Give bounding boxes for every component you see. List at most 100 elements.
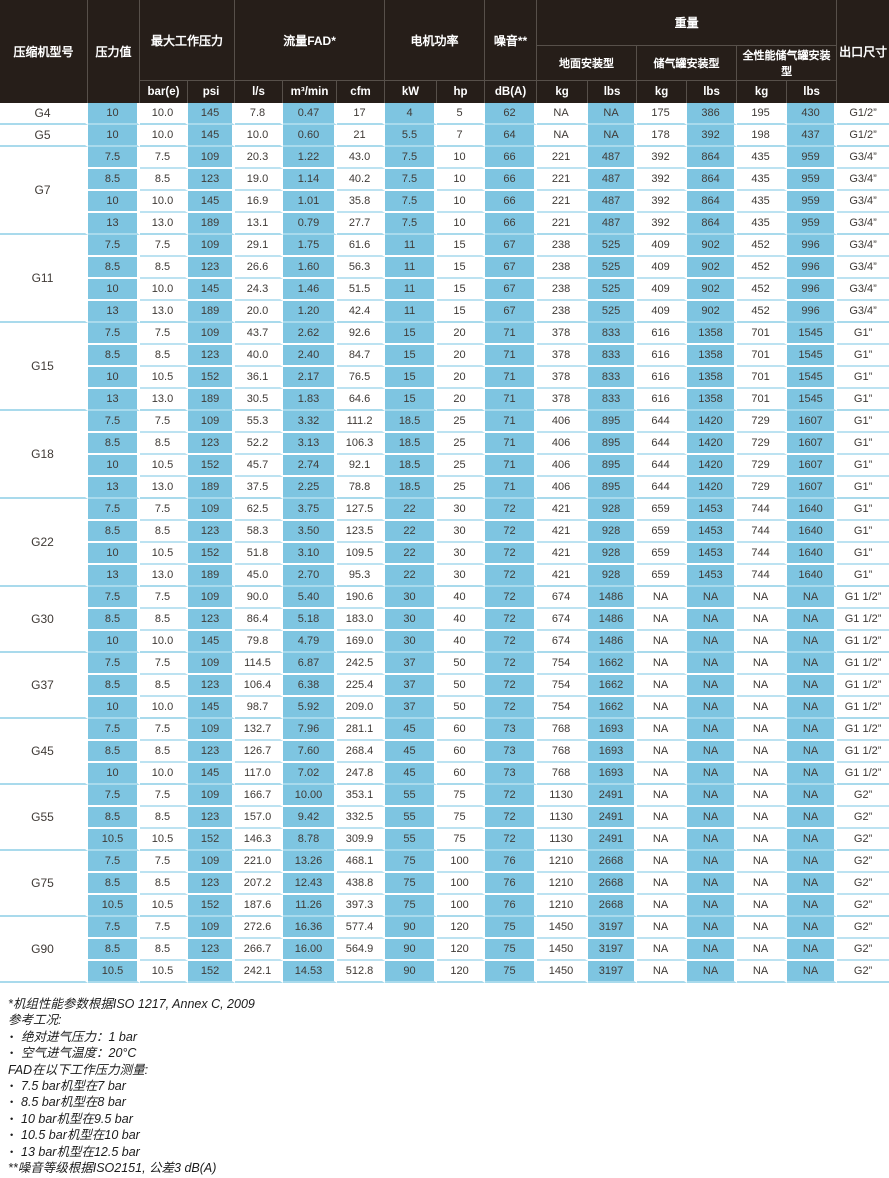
cell-m3min: 4.79 [283, 631, 338, 653]
cell-tank-kg: 644 [637, 455, 688, 477]
cell-dba: 62 [485, 103, 538, 125]
cell-pressure: 10 [88, 367, 140, 389]
cell-kw: 55 [385, 807, 438, 829]
cell-kw: 45 [385, 719, 438, 741]
cell-ff-kg: NA [737, 631, 788, 653]
model-cell: G5 [0, 125, 88, 147]
cell-tank-kg: 659 [637, 543, 688, 565]
cell-bar: 8.5 [140, 675, 188, 697]
cell-tank-kg: NA [637, 939, 688, 961]
cell-hp: 75 [437, 807, 486, 829]
cell-kw: 75 [385, 851, 438, 873]
cell-dba: 67 [485, 257, 538, 279]
cell-bar: 8.5 [140, 433, 188, 455]
cell-tank-lbs: NA [687, 851, 738, 873]
cell-floor-kg: 238 [537, 235, 589, 257]
cell-pressure: 8.5 [88, 807, 140, 829]
cell-dba: 71 [485, 367, 538, 389]
cell-ff-kg: 435 [737, 191, 788, 213]
cell-m3min: 1.83 [283, 389, 338, 411]
cell-dba: 75 [485, 939, 538, 961]
cell-hp: 15 [437, 301, 486, 323]
cell-ls: 132.7 [235, 719, 284, 741]
cell-tank-kg: 644 [637, 411, 688, 433]
cell-tank-lbs: NA [687, 653, 738, 675]
cell-cfm: 78.8 [337, 477, 386, 499]
header-weight-tank: 储气罐安装型 [637, 46, 738, 81]
cell-ls: 86.4 [235, 609, 284, 631]
cell-pressure: 13 [88, 389, 140, 411]
cell-ff-lbs: 1607 [787, 433, 838, 455]
cell-kw: 22 [385, 521, 438, 543]
cell-outlet: G1 1/2” [837, 609, 889, 631]
cell-tank-kg: 392 [637, 191, 688, 213]
cell-floor-lbs: 3197 [588, 961, 638, 983]
bullet-icon: • [10, 1048, 14, 1059]
cell-bar: 7.5 [140, 323, 188, 345]
cell-tank-lbs: NA [687, 829, 738, 851]
cell-bar: 10.5 [140, 961, 188, 983]
cell-ff-lbs: 959 [787, 191, 838, 213]
cell-ff-lbs: 1607 [787, 477, 838, 499]
cell-m3min: 0.47 [283, 103, 338, 125]
table-row: G45 7.5 7.5 109 132.7 7.96 281.1 45 60 73 768 1693 N… [0, 719, 889, 785]
cell-ff-lbs: 996 [787, 257, 838, 279]
cell-cfm: 242.5 [337, 653, 386, 675]
cell-hp: 30 [437, 521, 486, 543]
cell-psi: 145 [188, 103, 236, 125]
cell-hp: 30 [437, 565, 486, 587]
cell-hp: 40 [437, 609, 486, 631]
bullet-icon: • [10, 1031, 14, 1042]
cell-tank-kg: 644 [637, 433, 688, 455]
cell-psi: 123 [188, 675, 236, 697]
cell-ls: 114.5 [235, 653, 284, 675]
unit-m3min: m³/min [283, 81, 338, 103]
cell-ff-kg: 452 [737, 257, 788, 279]
cell-pressure: 10 [88, 125, 140, 147]
cell-outlet: G1 1/2” [837, 631, 889, 653]
cell-psi: 109 [188, 235, 236, 257]
cell-cfm: 169.0 [337, 631, 386, 653]
table-row: 10.5 10.5 152 242.1 14.53 512.8 90 120 75 1450 319… [0, 961, 889, 983]
cell-psi: 123 [188, 169, 236, 191]
cell-dba: 71 [485, 411, 538, 433]
cell-outlet: G1 1/2” [837, 697, 889, 719]
cell-cfm: 92.6 [337, 323, 386, 345]
unit-ff-kg: kg [737, 81, 788, 103]
cell-bar: 10.5 [140, 543, 188, 565]
cell-pressure: 8.5 [88, 257, 140, 279]
cell-floor-kg: 1130 [537, 829, 589, 851]
unit-dba: dB(A) [485, 81, 538, 103]
model-cell: G4 [0, 103, 88, 125]
cell-tank-lbs: NA [687, 873, 738, 895]
cell-cfm: 76.5 [337, 367, 386, 389]
cell-tank-kg: NA [637, 719, 688, 741]
cell-psi: 145 [188, 763, 236, 785]
cell-pressure: 7.5 [88, 785, 140, 807]
cell-kw: 55 [385, 785, 438, 807]
cell-psi: 152 [188, 895, 236, 917]
cell-dba: 73 [485, 763, 538, 785]
cell-tank-lbs: NA [687, 895, 738, 917]
cell-pressure: 8.5 [88, 521, 140, 543]
cell-floor-kg: 378 [537, 345, 589, 367]
cell-cfm: 397.3 [337, 895, 386, 917]
cell-ff-kg: 452 [737, 279, 788, 301]
cell-tank-lbs: 864 [687, 213, 738, 235]
cell-tank-kg: NA [637, 609, 688, 631]
cell-ff-kg: 701 [737, 389, 788, 411]
cell-bar: 8.5 [140, 169, 188, 191]
cell-pressure: 7.5 [88, 411, 140, 433]
cell-outlet: G1” [837, 345, 889, 367]
cell-tank-lbs: NA [687, 763, 738, 785]
cell-dba: 72 [485, 499, 538, 521]
cell-pressure: 10 [88, 455, 140, 477]
cell-bar: 8.5 [140, 939, 188, 961]
cell-kw: 75 [385, 873, 438, 895]
cell-ff-lbs: 996 [787, 279, 838, 301]
cell-tank-lbs: 1420 [687, 455, 738, 477]
cell-ff-lbs: NA [787, 697, 838, 719]
model-cell: G22 [0, 499, 88, 587]
cell-hp: 25 [437, 455, 486, 477]
cell-hp: 75 [437, 785, 486, 807]
